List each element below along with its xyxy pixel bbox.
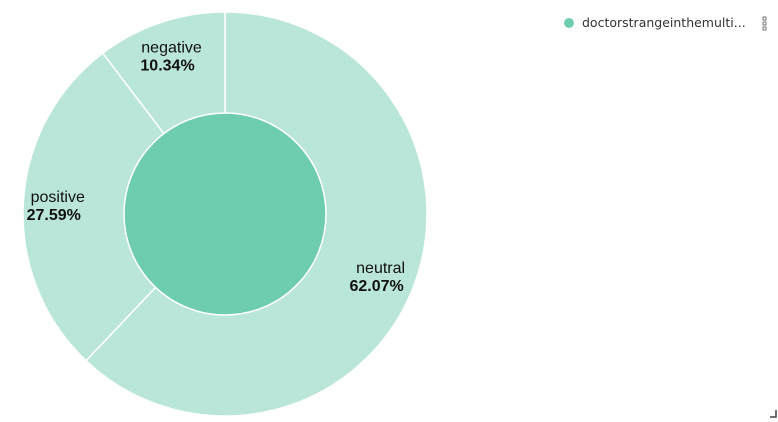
legend-dot-icon xyxy=(564,17,574,28)
slice-label-positive: positive xyxy=(31,189,85,206)
slice-percent-negative: 10.34% xyxy=(140,57,194,74)
legend-item[interactable]: doctorstrangeinthemulti... xyxy=(564,15,746,30)
slice-label-negative: negative xyxy=(141,39,202,56)
kebab-menu-icon[interactable] xyxy=(760,14,770,32)
inner-series-circle[interactable] xyxy=(123,112,327,316)
legend-label: doctorstrangeinthemulti... xyxy=(582,15,746,30)
resize-handle-icon[interactable] xyxy=(770,410,777,418)
slice-label-neutral: neutral xyxy=(356,260,405,277)
slice-percent-neutral: 62.07% xyxy=(349,278,403,295)
slice-percent-positive: 27.59% xyxy=(27,207,81,224)
